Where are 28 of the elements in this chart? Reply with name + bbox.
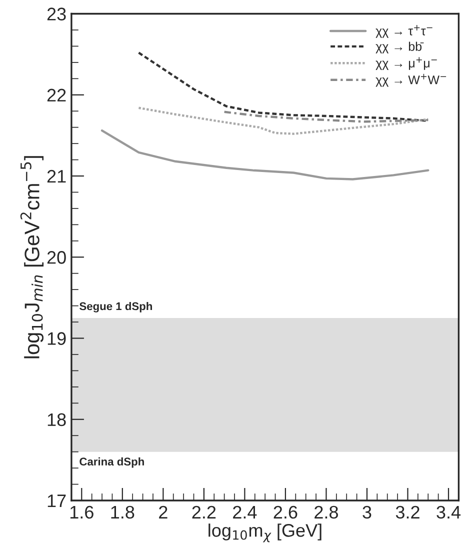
y-tick-label: 19	[48, 332, 66, 345]
y-tick-label: 23	[47, 8, 66, 20]
y-tick-label: 22	[47, 88, 66, 102]
y-tick-label: 21	[47, 170, 66, 183]
y-tick-label: 18	[48, 413, 66, 426]
line-series	[100, 129, 430, 180]
y-tick-label: 20	[47, 251, 66, 264]
legend-label: χχ → bb̄	[376, 42, 424, 54]
line-series	[138, 106, 430, 135]
x-tick-label: 2.8	[314, 506, 338, 519]
x-tick-label: 1.8	[111, 506, 134, 519]
x-tick-label: 3.4	[436, 506, 461, 519]
x-tick-label: 2.2	[192, 506, 216, 518]
x-tick-label: 3	[362, 506, 372, 519]
legend-label: χχ → W$^{+}$W$^{−}$	[376, 74, 446, 87]
legend-label: χχ → τ$^{+}$τ$^{−}$	[376, 25, 432, 38]
line-series	[223, 110, 430, 123]
x-tick-label: 2	[159, 506, 168, 518]
text: log$_{10}$J$_{min}$ [GeV$^{2}$cm$^{−5}$]	[20, 156, 44, 358]
x-tick-label: 2.4	[233, 506, 257, 518]
x-axis-title: log$_{10}$m$_{χ}$ [GeV]	[208, 524, 322, 542]
annotation: Segue 1 dSph	[80, 302, 152, 312]
x-tick-label: 2.6	[274, 506, 298, 519]
x-tick-label: 3.2	[396, 506, 420, 519]
legend-label: χχ → μ$^{+}$μ$^{−}$	[376, 57, 437, 70]
x-tick-label: 1.6	[70, 506, 94, 519]
annotation: Carina dSph	[80, 457, 144, 468]
y-tick-label: 17	[48, 494, 66, 508]
